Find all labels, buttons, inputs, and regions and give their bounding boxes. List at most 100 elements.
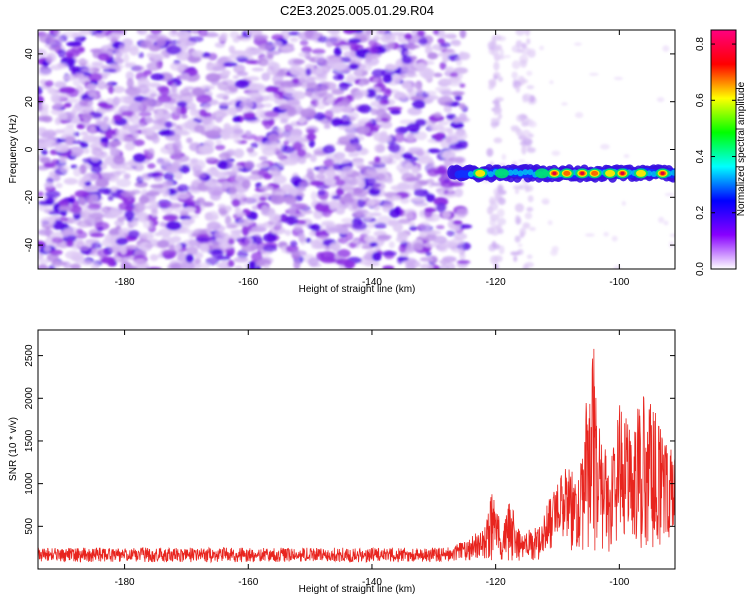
spectrogram-cell <box>250 142 259 149</box>
spectrogram-cell <box>352 239 360 244</box>
spectrogram-cell <box>432 30 440 35</box>
spectrogram-y-tick-label: -20 <box>24 190 35 205</box>
spectrogram-cell <box>211 112 223 118</box>
spectrogram-cell <box>409 128 420 135</box>
spectrogram-cell <box>375 108 387 118</box>
spectrogram-cell <box>339 122 351 127</box>
spectrogram-cell <box>261 119 269 126</box>
spectrogram-cell <box>307 257 319 267</box>
spectrogram-cell <box>255 162 268 169</box>
spectrogram-cell <box>107 195 114 201</box>
spectrogram-cell <box>120 245 127 255</box>
spectrogram-x-tick-label: -120 <box>486 277 506 288</box>
spectrogram-cell <box>217 203 227 209</box>
spectrogram-y-tick-label: 0 <box>24 146 35 152</box>
spectrogram-cell <box>519 59 528 68</box>
spectrogram-cell <box>149 184 164 189</box>
spectrogram-cell <box>415 118 427 127</box>
spectrogram-cell <box>329 30 341 36</box>
spectrogram-cell <box>313 150 327 156</box>
spectrogram-cell <box>145 191 160 197</box>
spectrogram-cell <box>439 263 449 269</box>
spectrogram-cell <box>411 165 420 175</box>
spectrogram-cell <box>332 74 343 81</box>
spectrogram-cell <box>269 213 281 223</box>
spectrogram-cell <box>495 44 502 51</box>
colorbar-tick-label: 0.8 <box>695 37 706 51</box>
spectrogram-cell <box>398 244 407 253</box>
spectrogram-cell <box>389 208 401 219</box>
spectrogram-cell <box>100 172 115 178</box>
spectrogram-cell <box>459 251 466 261</box>
spectrogram-cell <box>605 169 616 177</box>
spectrogram-cell <box>343 51 358 58</box>
spectrogram-cell <box>171 161 181 169</box>
spectrogram-cell <box>132 153 146 163</box>
spectrogram-cell <box>211 168 220 177</box>
spectrogram-cell <box>308 90 324 101</box>
spectrogram-cell <box>524 30 531 37</box>
spectrogram-cell <box>454 95 463 101</box>
spectrogram-cell <box>435 131 446 138</box>
snr-background <box>38 330 675 569</box>
spectrogram-cell <box>424 207 437 213</box>
spectrogram-cell <box>292 77 300 85</box>
spectrogram-cell <box>199 262 210 269</box>
spectrogram-cell <box>366 165 381 176</box>
spectrogram-cell <box>49 149 58 156</box>
spectrogram-cell <box>151 208 158 214</box>
spectrogram-cell <box>623 154 630 159</box>
spectrogram-cell <box>391 194 402 201</box>
spectrogram-cell <box>340 184 353 193</box>
spectrogram-cell <box>168 244 176 252</box>
spectrogram-cell <box>451 41 461 47</box>
spectrogram-cell <box>493 75 498 80</box>
spectrogram-cell <box>165 45 182 55</box>
spectrogram-cell <box>408 147 424 152</box>
spectrogram-cell <box>126 78 134 89</box>
spectrogram-cell <box>281 131 294 138</box>
spectrogram-noise-layer <box>38 30 675 269</box>
spectrogram-cell <box>121 110 136 117</box>
spectrogram-cell <box>318 58 330 67</box>
spectrogram-cell <box>38 127 47 132</box>
spectrogram-cell <box>177 184 190 193</box>
spectrogram-cell <box>199 109 207 117</box>
spectrogram-cell <box>284 229 292 236</box>
spectrogram-cell <box>357 198 366 208</box>
spectrogram-cell <box>398 126 408 133</box>
spectrogram-cell <box>231 198 241 208</box>
spectrogram-cell <box>233 148 245 159</box>
spectrogram-cell <box>305 68 312 76</box>
spectrogram-cell <box>486 227 495 235</box>
spectrogram-cell <box>362 211 373 222</box>
spectrogram-y-axis: -40 -20 0 20 40 <box>24 48 675 252</box>
spectrogram-cell <box>348 63 359 70</box>
spectrogram-cell <box>71 252 85 258</box>
spectrogram-cell <box>194 159 206 170</box>
spectrogram-cell <box>451 137 458 144</box>
spectrogram-cell <box>279 158 289 167</box>
spectrogram-cell <box>272 40 283 48</box>
spectrogram-cell <box>380 120 393 129</box>
spectrogram-cell <box>264 110 280 118</box>
spectrogram-cell <box>59 158 68 163</box>
spectrogram-cell <box>515 114 525 123</box>
spectrogram-cell <box>446 262 456 269</box>
spectrogram-cell <box>285 215 299 226</box>
spectrogram-cell <box>186 137 193 144</box>
spectrogram-cell <box>176 101 188 108</box>
spectrogram-cell <box>389 109 402 115</box>
spectrogram-cell <box>72 140 85 145</box>
spectrogram-cell <box>38 67 52 77</box>
spectrogram-cell <box>514 214 521 225</box>
spectrogram-cell <box>193 204 202 215</box>
spectrogram-cell <box>551 245 559 253</box>
spectrogram-cell <box>50 93 61 104</box>
spectrogram-cell <box>392 75 403 83</box>
spectrogram-cell <box>43 181 54 189</box>
spectrogram-cell <box>416 172 423 180</box>
spectrogram-cell <box>424 46 433 55</box>
spectrogram-cell <box>343 30 357 35</box>
colorbar-tick-label: 0.4 <box>695 149 706 163</box>
